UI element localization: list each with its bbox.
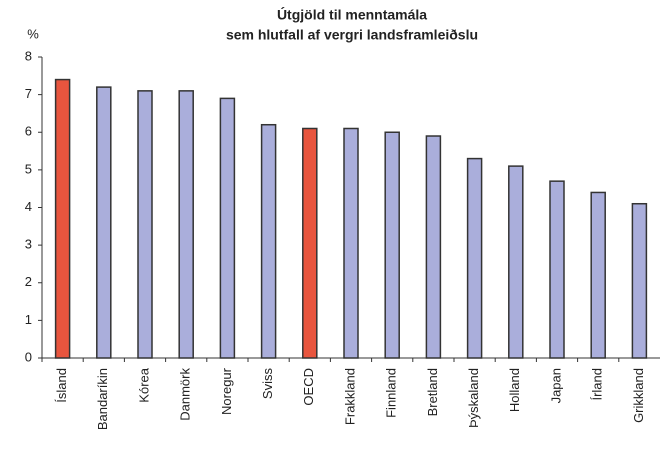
y-tick-label: 2 (25, 274, 32, 289)
bar (54, 78, 71, 359)
x-tick-label: Grikkland (631, 368, 646, 423)
y-tick-label: 8 (25, 48, 32, 63)
bar (508, 165, 524, 359)
x-tick-label: Sviss (260, 368, 275, 400)
y-tick-label: 0 (25, 349, 32, 364)
bar (631, 202, 648, 359)
bar (590, 191, 606, 359)
x-tick-label: Danmörk (178, 368, 193, 421)
bar (343, 127, 359, 359)
y-tick-label: 1 (25, 312, 32, 327)
chart-title: Útgjöld til menntamála (277, 6, 427, 23)
chart-title: sem hlutfall af vergri landsframleiðslu (226, 27, 478, 43)
y-tick-label: 3 (25, 237, 32, 252)
x-tick-label: OECD (301, 368, 316, 406)
bar (137, 90, 153, 359)
bar (260, 123, 277, 359)
bar (178, 90, 194, 359)
x-tick-label: Noregur (219, 367, 234, 415)
x-tick-label: Holland (507, 368, 522, 412)
x-tick-label: Bandaríkin (95, 368, 110, 430)
x-tick-label: Þýskaland (466, 368, 481, 428)
x-tick-label: Bretland (425, 368, 440, 416)
x-tick-label: Írland (590, 368, 605, 401)
x-tick-label: Ísland (54, 368, 69, 403)
bar (549, 180, 565, 359)
x-tick-label: Kórea (136, 367, 151, 402)
bar (384, 131, 400, 359)
y-tick-label: 4 (25, 199, 32, 214)
bar (219, 97, 236, 359)
bar (96, 86, 112, 359)
y-tick-label: 6 (25, 124, 32, 139)
x-tick-label: Finnland (384, 368, 399, 418)
x-tick-label: Japan (548, 368, 563, 403)
y-axis-label: % (27, 26, 39, 41)
y-tick-label: 7 (25, 86, 32, 101)
x-tick-label: Frakkland (342, 368, 357, 425)
bar (466, 157, 483, 359)
y-tick-label: 5 (25, 161, 32, 176)
bar (425, 135, 442, 359)
bar (302, 127, 318, 359)
